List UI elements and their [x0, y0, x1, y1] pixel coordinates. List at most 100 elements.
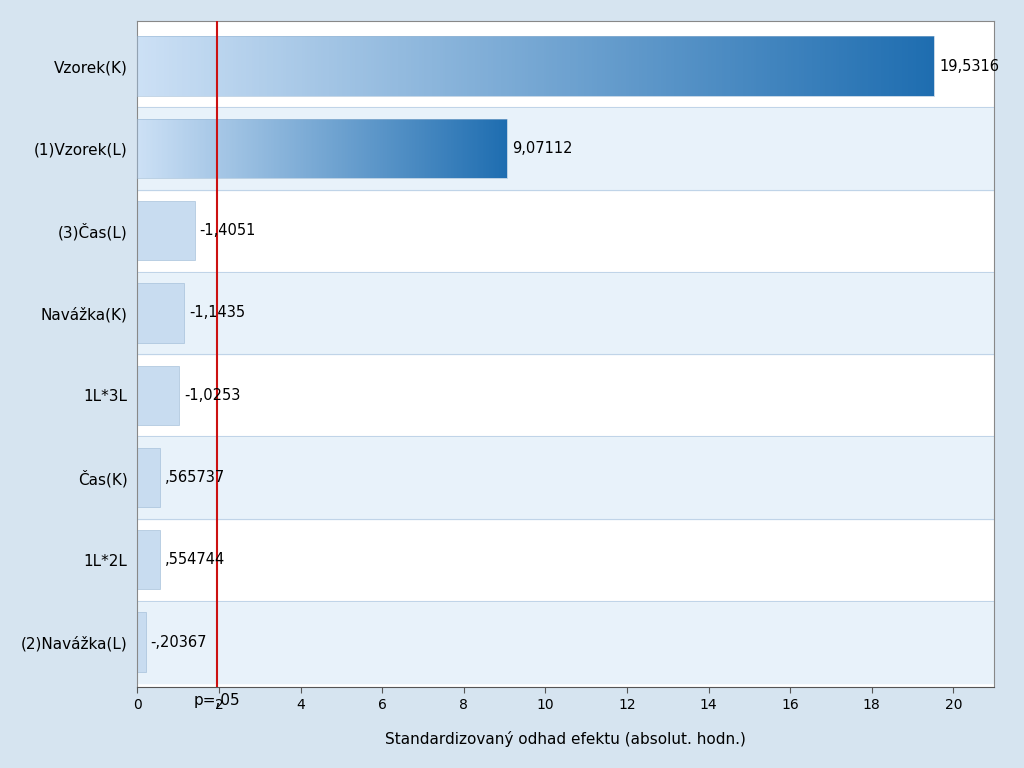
Bar: [137, 436, 994, 518]
Bar: [481, 119, 482, 178]
Bar: [495, 119, 497, 178]
Bar: [371, 36, 374, 96]
Bar: [368, 119, 370, 178]
Bar: [171, 119, 172, 178]
Bar: [137, 201, 195, 260]
Bar: [202, 119, 203, 178]
Bar: [432, 36, 435, 96]
Bar: [377, 36, 379, 96]
Bar: [295, 119, 297, 178]
Bar: [137, 366, 179, 425]
Bar: [714, 36, 717, 96]
Bar: [374, 119, 376, 178]
Bar: [397, 119, 399, 178]
Bar: [456, 36, 459, 96]
Bar: [498, 119, 499, 178]
Bar: [634, 36, 637, 96]
Bar: [503, 119, 504, 178]
Text: -,20367: -,20367: [151, 634, 207, 650]
Bar: [507, 36, 509, 96]
Bar: [246, 36, 249, 96]
Bar: [539, 36, 541, 96]
Bar: [639, 36, 642, 96]
Bar: [298, 119, 299, 178]
Bar: [246, 119, 247, 178]
Bar: [324, 36, 326, 96]
Bar: [413, 119, 414, 178]
Bar: [796, 36, 799, 96]
Bar: [137, 518, 994, 601]
Bar: [772, 36, 775, 96]
Bar: [480, 36, 482, 96]
Bar: [464, 119, 466, 178]
Bar: [232, 119, 233, 178]
Bar: [151, 119, 153, 178]
Bar: [272, 36, 275, 96]
Bar: [399, 119, 400, 178]
Bar: [437, 36, 440, 96]
Bar: [137, 36, 140, 96]
Bar: [145, 36, 147, 96]
Bar: [711, 36, 714, 96]
Bar: [326, 119, 328, 178]
Bar: [156, 36, 159, 96]
Bar: [552, 36, 554, 96]
Bar: [275, 119, 276, 178]
Bar: [310, 119, 311, 178]
Bar: [757, 36, 759, 96]
Bar: [488, 36, 490, 96]
Bar: [267, 36, 270, 96]
Bar: [209, 36, 212, 96]
Bar: [321, 36, 324, 96]
Bar: [230, 36, 232, 96]
Bar: [367, 119, 368, 178]
Bar: [190, 36, 194, 96]
Bar: [579, 36, 581, 96]
Bar: [452, 119, 454, 178]
Bar: [396, 119, 397, 178]
Bar: [281, 119, 282, 178]
Bar: [599, 36, 602, 96]
Bar: [180, 119, 181, 178]
Bar: [358, 119, 359, 178]
Bar: [506, 119, 508, 178]
Bar: [213, 119, 214, 178]
Bar: [315, 119, 316, 178]
Bar: [509, 36, 512, 96]
Bar: [241, 36, 244, 96]
Bar: [377, 119, 378, 178]
Bar: [143, 119, 144, 178]
Bar: [209, 119, 210, 178]
Bar: [160, 119, 161, 178]
Bar: [354, 119, 355, 178]
Bar: [822, 36, 825, 96]
Bar: [451, 36, 454, 96]
Bar: [416, 119, 418, 178]
Bar: [204, 119, 205, 178]
Bar: [424, 36, 427, 96]
Bar: [292, 36, 294, 96]
Bar: [921, 36, 924, 96]
Bar: [735, 36, 737, 96]
Bar: [497, 119, 498, 178]
Bar: [239, 36, 241, 96]
Bar: [406, 36, 409, 96]
Bar: [180, 36, 182, 96]
Bar: [373, 119, 374, 178]
Bar: [208, 119, 209, 178]
Bar: [687, 36, 690, 96]
Bar: [253, 119, 255, 178]
Bar: [240, 119, 241, 178]
Bar: [745, 36, 749, 96]
Bar: [467, 36, 469, 96]
Bar: [562, 36, 565, 96]
Bar: [357, 36, 360, 96]
Bar: [454, 119, 455, 178]
Bar: [485, 119, 486, 178]
Bar: [390, 119, 391, 178]
Bar: [382, 36, 384, 96]
Bar: [348, 119, 349, 178]
Bar: [227, 36, 230, 96]
Bar: [264, 119, 265, 178]
Bar: [257, 36, 259, 96]
